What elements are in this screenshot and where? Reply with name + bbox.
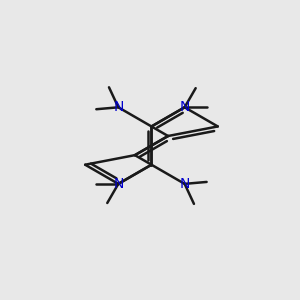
Text: N: N [179,100,190,114]
Text: N: N [113,177,124,191]
Text: N: N [113,100,124,114]
Text: N: N [179,177,190,191]
